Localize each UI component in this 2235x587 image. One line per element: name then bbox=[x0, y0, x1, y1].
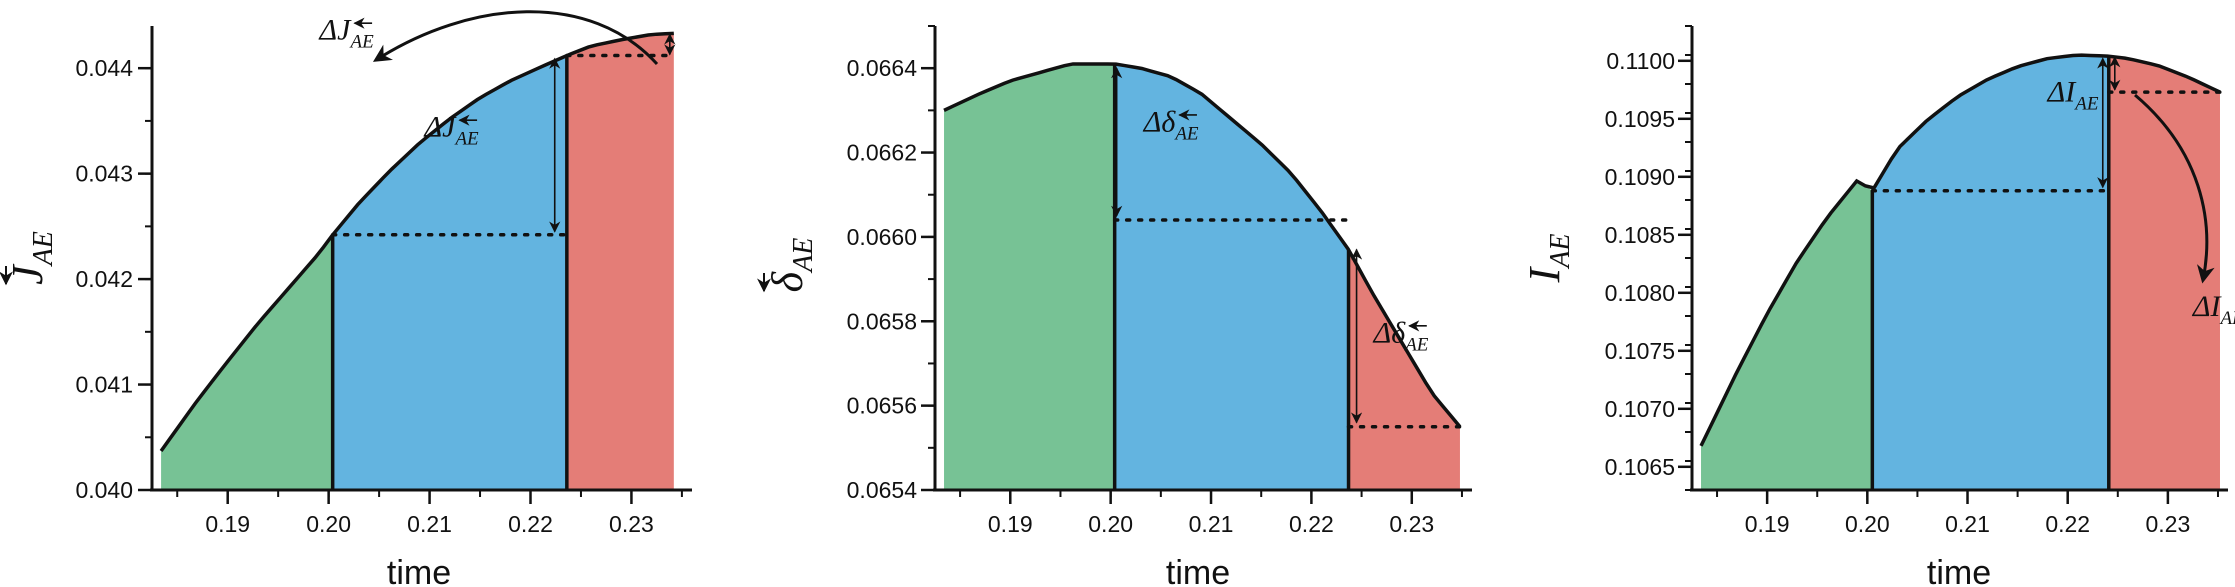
delta-annotation-text: ΔδAE bbox=[1373, 316, 1429, 355]
y-tick-label: 0.0658 bbox=[847, 308, 917, 334]
y-tick-label: 0.0662 bbox=[847, 140, 917, 166]
panel-j-ae: 0.040 0.041 0.042 0.043 0.044 0.19 0.20 0.21 0.2… bbox=[0, 10, 692, 587]
x-tick-label: 0.22 bbox=[508, 511, 553, 537]
data-curve bbox=[159, 31, 674, 453]
x-tick-label: 0.22 bbox=[2045, 511, 2090, 537]
delta-arrows bbox=[1111, 67, 1363, 424]
y-tick-label: 0.1100 bbox=[1606, 48, 1675, 74]
y-tick-label: 0.1070 bbox=[1605, 396, 1675, 422]
x-tick-label: 0.19 bbox=[205, 511, 250, 537]
region-early bbox=[161, 234, 333, 490]
y-tick-label: 0.0654 bbox=[847, 477, 918, 503]
y-tick-label: 0.0656 bbox=[847, 393, 917, 419]
dividers bbox=[330, 55, 569, 490]
dotted-levels bbox=[1112, 218, 1462, 429]
y-axis-symbol: δAE bbox=[763, 238, 819, 293]
x-axis-title: time bbox=[1166, 554, 1230, 587]
curved-annotation-arrow bbox=[372, 10, 659, 66]
delta-annotation-text: ΔJAE bbox=[424, 111, 480, 150]
delta-arrows bbox=[549, 33, 676, 233]
x-tick-label: 0.21 bbox=[1945, 511, 1990, 537]
y-tick-label: 0.041 bbox=[75, 372, 133, 398]
x-tick-label: 0.23 bbox=[609, 511, 654, 537]
dotted-levels bbox=[1870, 90, 2222, 193]
data-curve bbox=[1699, 53, 2221, 447]
region-early bbox=[1701, 180, 1873, 491]
dotted-levels bbox=[330, 53, 676, 237]
y-axis-symbol: IAE bbox=[1520, 234, 1576, 284]
x-tick-label: 0.21 bbox=[1189, 511, 1234, 537]
delta-annotation: ΔJAE bbox=[319, 14, 375, 53]
y-axis-symbol: JAE bbox=[3, 231, 59, 285]
delta-annotation-text: ΔIAE bbox=[2047, 75, 2099, 114]
panel-i-ae: 0.1065 0.1070 0.1075 0.1080 0.1085 0.1090 0.10… bbox=[1520, 25, 2235, 587]
x-tick-label: 0.22 bbox=[1289, 511, 1334, 537]
y-tick-label: 0.1090 bbox=[1605, 164, 1675, 190]
y-axis-title: JAE bbox=[0, 231, 59, 286]
y-tick-label: 0.040 bbox=[75, 477, 133, 503]
dividers bbox=[1870, 56, 2111, 490]
axes: 0.040 0.041 0.042 0.043 0.044 0.19 0.20 0.21 0.2… bbox=[75, 26, 692, 537]
y-tick-label: 0.042 bbox=[75, 266, 133, 292]
x-tick-label: 0.23 bbox=[1389, 511, 1434, 537]
x-tick-label: 0.19 bbox=[1745, 511, 1790, 537]
delta-annotation-text: ΔJAE bbox=[319, 14, 375, 53]
x-tick-label: 0.20 bbox=[1088, 511, 1133, 537]
x-tick-label: 0.20 bbox=[1845, 511, 1890, 537]
delta-annotation-text: ΔIAE bbox=[2192, 290, 2235, 329]
regions bbox=[944, 63, 1460, 491]
data-curve bbox=[943, 62, 1462, 428]
curved-annotation-arrow bbox=[2134, 93, 2215, 284]
annotations: ΔJAE ΔJAE bbox=[319, 14, 480, 150]
region-middle bbox=[1872, 55, 2109, 491]
x-tick-label: 0.20 bbox=[306, 511, 351, 537]
annotations: ΔδAE ΔδAE bbox=[1143, 105, 1429, 355]
y-tick-label: 0.1080 bbox=[1605, 280, 1675, 306]
region-early bbox=[944, 63, 1115, 491]
y-axis-title: δAE bbox=[757, 238, 819, 293]
y-tick-label: 0.0664 bbox=[847, 55, 918, 81]
delta-annotation: ΔIAE bbox=[2047, 75, 2099, 114]
panel-delta-ae: 0.0654 0.0656 0.0658 0.0660 0.0662 0.0664 0.19… bbox=[757, 25, 1472, 587]
region-late bbox=[2108, 56, 2220, 490]
y-tick-label: 0.1065 bbox=[1605, 454, 1675, 480]
y-tick-label: 0.1085 bbox=[1605, 222, 1675, 248]
region-middle bbox=[1114, 63, 1349, 491]
delta-arrows bbox=[2097, 56, 2121, 189]
region-late bbox=[1348, 249, 1460, 490]
x-tick-label: 0.21 bbox=[407, 511, 452, 537]
delta-annotation: ΔJAE bbox=[424, 111, 480, 150]
axes: 0.0654 0.0656 0.0658 0.0660 0.0662 0.0664 0.19… bbox=[847, 25, 1472, 537]
x-tick-label: 0.19 bbox=[988, 511, 1033, 537]
regions bbox=[1701, 55, 2220, 491]
delta-annotation: ΔδAE bbox=[1143, 105, 1199, 144]
y-tick-label: 0.0660 bbox=[847, 224, 917, 250]
x-axis-title: time bbox=[1927, 554, 1991, 587]
delta-annotation-text: ΔδAE bbox=[1143, 105, 1199, 144]
region-late bbox=[566, 33, 674, 490]
delta-annotation: ΔδAE bbox=[1373, 316, 1429, 355]
axes: 0.1065 0.1070 0.1075 0.1080 0.1085 0.1090 0.10… bbox=[1605, 25, 2228, 537]
region-middle bbox=[332, 55, 567, 490]
x-axis-title: time bbox=[387, 554, 451, 587]
delta-annotation: ΔIAE bbox=[2192, 290, 2235, 329]
y-tick-label: 0.1095 bbox=[1605, 106, 1675, 132]
y-tick-label: 0.044 bbox=[75, 55, 133, 81]
y-tick-label: 0.043 bbox=[75, 161, 133, 187]
regions bbox=[161, 33, 674, 490]
annotations: ΔIAE ΔIAE bbox=[2047, 75, 2235, 329]
y-tick-label: 0.1075 bbox=[1605, 338, 1675, 364]
x-tick-label: 0.23 bbox=[2146, 511, 2191, 537]
y-axis-title: IAE bbox=[1520, 234, 1576, 284]
